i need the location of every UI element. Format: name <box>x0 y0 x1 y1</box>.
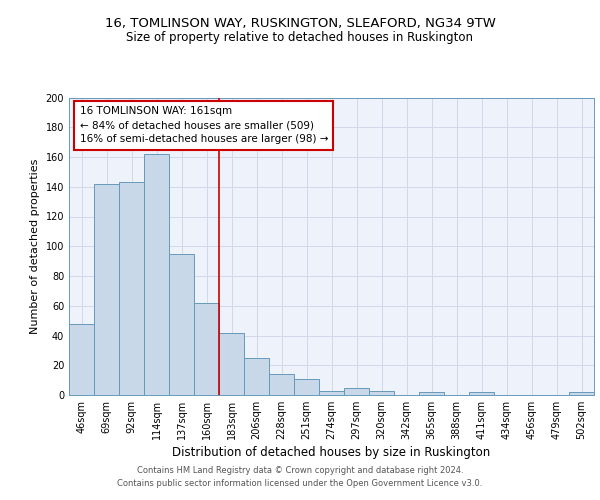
Text: Size of property relative to detached houses in Ruskington: Size of property relative to detached ho… <box>127 32 473 44</box>
Text: 16, TOMLINSON WAY, RUSKINGTON, SLEAFORD, NG34 9TW: 16, TOMLINSON WAY, RUSKINGTON, SLEAFORD,… <box>104 18 496 30</box>
Bar <box>469 392 494 395</box>
Bar <box>319 390 344 395</box>
Bar <box>119 182 144 395</box>
Bar <box>194 303 219 395</box>
Y-axis label: Number of detached properties: Number of detached properties <box>30 158 40 334</box>
Bar <box>369 390 394 395</box>
Bar <box>94 184 119 395</box>
Bar <box>144 154 169 395</box>
Bar <box>69 324 94 395</box>
Bar <box>344 388 369 395</box>
Bar <box>419 392 444 395</box>
Text: Contains HM Land Registry data © Crown copyright and database right 2024.
Contai: Contains HM Land Registry data © Crown c… <box>118 466 482 487</box>
Bar <box>219 332 244 395</box>
Bar <box>569 392 594 395</box>
Bar <box>269 374 294 395</box>
Bar <box>169 254 194 395</box>
Text: 16 TOMLINSON WAY: 161sqm
← 84% of detached houses are smaller (509)
16% of semi-: 16 TOMLINSON WAY: 161sqm ← 84% of detach… <box>79 106 328 144</box>
X-axis label: Distribution of detached houses by size in Ruskington: Distribution of detached houses by size … <box>172 446 491 459</box>
Bar <box>244 358 269 395</box>
Bar <box>294 378 319 395</box>
